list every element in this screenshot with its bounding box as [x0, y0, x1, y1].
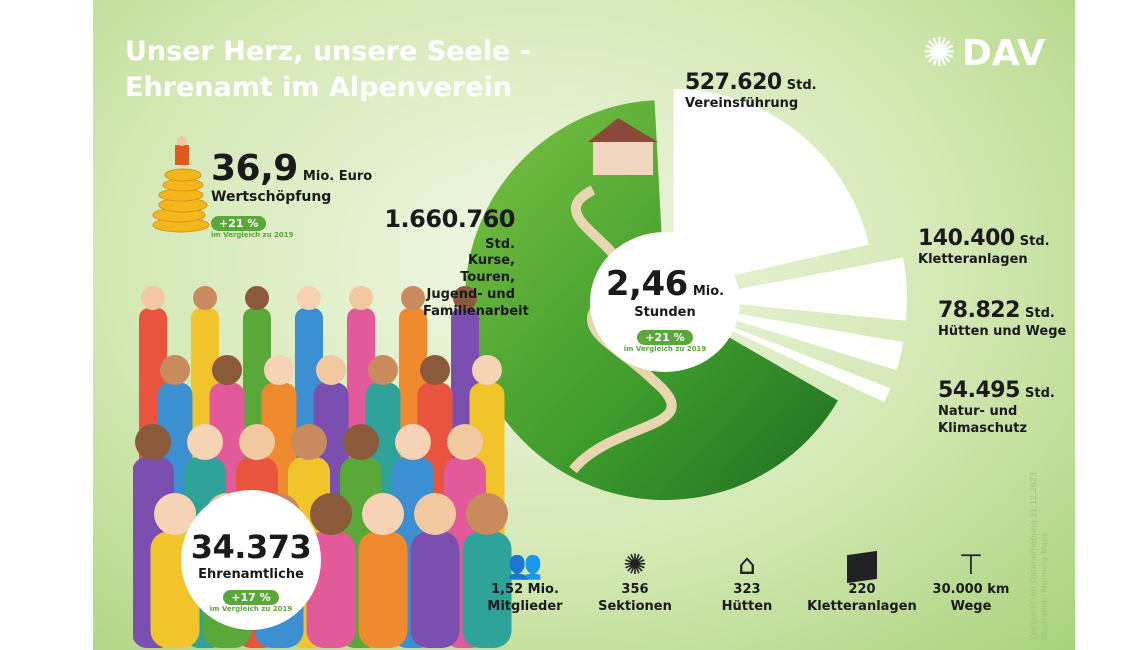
title-line: Ehrenamt im Alpenverein [125, 72, 512, 103]
slice-label: Kurse, Touren, Jugend- und Familienarbei… [423, 253, 529, 319]
value-creation-number: 36,9 [211, 148, 298, 189]
slice-label: Hütten und Wege [938, 324, 1067, 339]
stat-climbing: 220 Kletteranlagen [807, 545, 917, 615]
stat-value: 323 [733, 582, 761, 597]
title-line: Unser Herz, unsere Seele - [125, 36, 531, 67]
credit-line: Illustration: Marmota Maps [1040, 532, 1049, 640]
coins-illustration [151, 135, 211, 239]
volunteers-compare: im Vergleich zu 2019 [209, 605, 293, 613]
slice-unit: Std. [786, 78, 817, 93]
volunteers-label: Ehrenamtliche [198, 567, 304, 582]
slice-label: Vereinsführung [685, 96, 799, 111]
slice-value: 1.660.760 [384, 205, 515, 233]
credit-line: Zeitpunkt der Datenerhebung 31.12.2023 [1029, 471, 1038, 640]
stat-value: 356 [621, 582, 649, 597]
slice-value: 54.495 [938, 378, 1020, 403]
value-creation-label: Wertschöpfung [211, 189, 332, 205]
person-illustration [410, 493, 460, 648]
stat-members: 👥 1,52 Mio. Mitglieder [470, 545, 580, 615]
hut-illustration [588, 118, 658, 175]
hours-compare: im Vergleich zu 2019 [623, 345, 707, 353]
slice-label-courses: 1.660.760 Std. Kurse, Touren, Jugend- un… [373, 205, 529, 320]
value-creation-unit: Mio. Euro [302, 169, 373, 184]
slice-value: 527.620 [685, 70, 782, 95]
slice-label-nature: 54.495 Std. Natur- und Klimaschutz [938, 378, 1068, 437]
edelweiss-icon: ✺ [922, 30, 956, 76]
slice-value: 78.822 [938, 298, 1020, 323]
stat-huts: ⌂ 323 Hütten [692, 545, 802, 615]
signpost-icon: ⊤ [958, 548, 984, 581]
stat-value: 220 [848, 582, 876, 597]
value-creation-block: 36,9 Mio. Euro Wertschöpfung +21 % im Ve… [211, 148, 372, 239]
climbing-wall-icon [807, 545, 917, 584]
value-creation-compare: im Vergleich zu 2019 [211, 231, 294, 239]
slice-unit: Std. [485, 237, 515, 252]
infographic: Unser Herz, unsere Seele - Ehrenamt im A… [93, 0, 1075, 650]
person-illustration [358, 493, 408, 648]
stat-label: Hütten [721, 599, 773, 614]
pie-slice-2 [686, 257, 907, 321]
stat-trails: ⊤ 30.000 km Wege [916, 545, 1026, 615]
stat-value: 1,52 Mio. [491, 582, 559, 597]
person-illustration [462, 493, 512, 648]
stat-value: 30.000 km [932, 582, 1010, 597]
slice-value: 140.400 [918, 226, 1015, 251]
stat-label: Sektionen [598, 599, 672, 614]
pie-slice-4 [685, 308, 891, 403]
hours-number: 2,46 [605, 264, 688, 304]
slice-unit: Std. [1019, 234, 1050, 249]
pie-slice-1 [673, 89, 869, 290]
slice-label-management: 527.620 Std. Vereinsführung [685, 70, 817, 112]
slice-unit: Std. [1025, 306, 1055, 321]
stat-label: Kletteranlagen [807, 599, 917, 614]
slice-label-huts: 78.822 Std. Hütten und Wege [938, 298, 1066, 340]
hours-badge: +21 % [637, 330, 693, 345]
volunteers-number: 34.373 [190, 528, 312, 566]
logo-text: DAV [961, 32, 1045, 74]
stat-label: Mitglieder [487, 599, 563, 614]
stat-label: Wege [950, 599, 992, 614]
stat-sections: ✺ 356 Sektionen [580, 545, 690, 615]
hours-circle: 2,46 Mio. Stunden +21 % im Vergleich zu … [590, 232, 740, 372]
volunteers-circle: 34.373 Ehrenamtliche +17 % im Vergleich … [181, 490, 321, 630]
hours-label: Stunden [634, 305, 696, 320]
page-title: Unser Herz, unsere Seele - Ehrenamt im A… [125, 34, 531, 106]
volunteers-badge: +17 % [223, 590, 279, 605]
hut-icon: ⌂ [738, 548, 756, 581]
pie-slice-3 [686, 305, 904, 371]
slice-label-climbing: 140.400 Std. Kletteranlagen [918, 226, 1050, 268]
value-creation-badge: +21 % [211, 216, 267, 231]
slice-label: Kletteranlagen [918, 252, 1028, 267]
edelweiss-icon: ✺ [623, 548, 647, 581]
hours-unit: Mio. [692, 284, 725, 299]
slice-unit: Std. [1025, 386, 1055, 401]
slice-label: Natur- und Klimaschutz [938, 404, 1028, 436]
people-icon: 👥 [507, 548, 543, 581]
credits: Zeitpunkt der Datenerhebung 31.12.2023 I… [1028, 472, 1050, 640]
dav-logo: ✺ DAV [922, 30, 1045, 76]
